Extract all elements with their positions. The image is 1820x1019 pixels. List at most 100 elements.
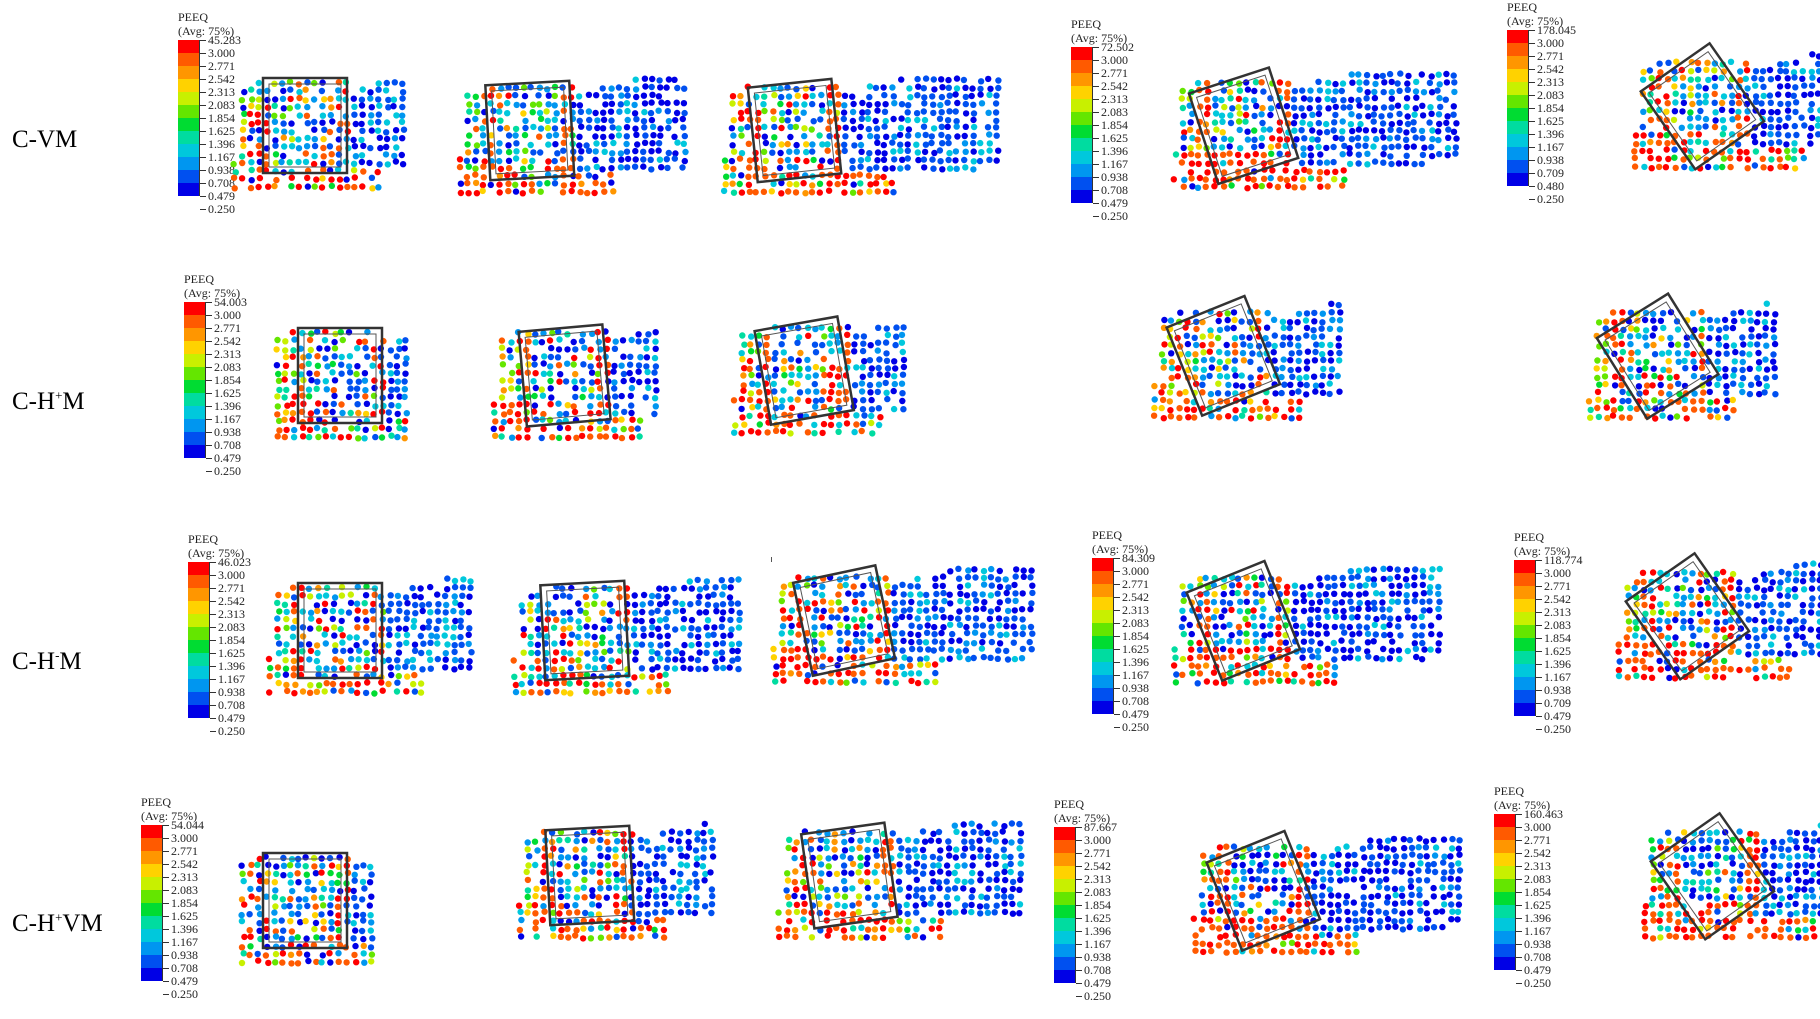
legend-tick [1076, 853, 1082, 854]
legend-value: 3.000 [1101, 53, 1128, 67]
legend-swatch [141, 903, 163, 916]
legend-tick [1516, 905, 1522, 906]
legend-value: 1.625 [1544, 644, 1571, 658]
legend-subtitle: (Avg: 75%) [1071, 31, 1128, 45]
contour-plot-hpvm-2 [515, 820, 717, 942]
legend-value: 1.167 [1122, 668, 1149, 682]
legend-tick [1093, 86, 1099, 87]
caisson-outline [517, 323, 612, 428]
legend-swatch [188, 653, 210, 666]
legend-tick [200, 79, 206, 80]
legend-swatch [184, 315, 206, 328]
contour-plot-hmm-1 [265, 575, 475, 697]
legend-swatch [1494, 918, 1516, 931]
legend-swatch [1071, 164, 1093, 177]
legend-tick [163, 877, 169, 878]
legend-tick [1529, 121, 1535, 122]
legend-value: 0.708 [1084, 963, 1111, 977]
legend-value: 0.250 [214, 464, 241, 478]
legend-value: 0.250 [171, 987, 198, 1001]
caisson-outline [1204, 829, 1322, 953]
legend-swatch [178, 144, 200, 157]
legend-tick [1529, 69, 1535, 70]
legend-value: 0.938 [1101, 170, 1128, 184]
legend-value: 3.000 [1084, 833, 1111, 847]
legend-title: PEEQ [1054, 797, 1084, 811]
legend-swatch [1494, 866, 1516, 879]
legend-hpvm-4: PEEQ (Avg: 75%) 87.667 3.000 2.771 2.542 2.313… [1054, 797, 1164, 1017]
legend-tick [1529, 173, 1535, 174]
legend-value: 1.854 [1544, 631, 1571, 645]
legend-swatch [1054, 944, 1076, 957]
legend-tick [210, 588, 216, 589]
caisson-outline [1164, 294, 1282, 418]
legend-value: 2.771 [208, 59, 235, 73]
legend-tick [206, 328, 212, 329]
legend-value: 1.167 [1537, 140, 1564, 154]
caisson-outline [484, 79, 576, 182]
legend-value: 0.479 [1122, 707, 1149, 721]
legend-tick [206, 380, 212, 381]
legend-value: 2.313 [1524, 859, 1551, 873]
legend-tick [1529, 199, 1535, 200]
legend-title: PEEQ [1514, 530, 1544, 544]
legend-tick [200, 170, 206, 171]
legend-tick [1529, 108, 1535, 109]
contour-plot-hmm-2 [510, 576, 743, 697]
legend-value: 0.479 [1524, 963, 1551, 977]
legend-swatch [188, 575, 210, 588]
legend-value: 1.167 [171, 935, 198, 949]
legend-tick [1529, 43, 1535, 44]
legend-color-bar [178, 40, 200, 196]
legend-tick [200, 196, 206, 197]
legend-value: 3.000 [208, 46, 235, 60]
legend-tick [163, 825, 169, 826]
legend-tick [1114, 649, 1120, 650]
legend-swatch [178, 183, 200, 196]
legend-value: 2.083 [1122, 616, 1149, 630]
legend-swatch [178, 66, 200, 79]
legend-value: 0.708 [208, 176, 235, 190]
contour-plot-vm-3 [720, 75, 1002, 197]
caisson-outline [791, 563, 897, 678]
legend-tick [210, 640, 216, 641]
legend-title: PEEQ [188, 532, 218, 546]
row-label-tail: M [59, 648, 82, 675]
legend-value: 0.938 [171, 948, 198, 962]
legend-hpvm-1: PEEQ (Avg: 75%) 54.044 3.000 2.771 2.542 2.313… [141, 795, 251, 1015]
legend-value: 1.625 [1122, 642, 1149, 656]
legend-swatch [1514, 638, 1536, 651]
legend-swatch [1507, 69, 1529, 82]
legend-swatch [1494, 905, 1516, 918]
legend-tick [1093, 60, 1099, 61]
legend-value: 3.000 [1122, 564, 1149, 578]
legend-value: 0.708 [214, 438, 241, 452]
legend-swatch [178, 170, 200, 183]
legend-subtitle: (Avg: 75%) [1092, 542, 1149, 556]
legend-tick [1516, 983, 1522, 984]
contour-plot-hmm-4 [1170, 559, 1443, 687]
legend-tick [1536, 729, 1542, 730]
legend-swatch [1071, 138, 1093, 151]
legend-value: 0.709 [1544, 696, 1571, 710]
legend-tick [206, 302, 212, 303]
legend-tick [163, 864, 169, 865]
legend-swatch [1494, 840, 1516, 853]
legend-tick [1076, 879, 1082, 880]
legend-swatch [141, 825, 163, 838]
legend-tick [163, 916, 169, 917]
legend-swatch [141, 942, 163, 955]
legend-value: 1.396 [1524, 911, 1551, 925]
legend-tick [1536, 612, 1542, 613]
legend-tick [1529, 82, 1535, 83]
stray-tick-mark [771, 557, 772, 562]
legend-tick [163, 942, 169, 943]
legend-tick [1536, 625, 1542, 626]
row-label-base: C-VM [12, 126, 78, 153]
legend-value: 1.854 [1084, 898, 1111, 912]
legend-swatch [1507, 30, 1529, 43]
legend-tick [1516, 892, 1522, 893]
caisson-outline [1649, 811, 1776, 942]
legend-tick [210, 731, 216, 732]
legend-value: 2.083 [171, 883, 198, 897]
